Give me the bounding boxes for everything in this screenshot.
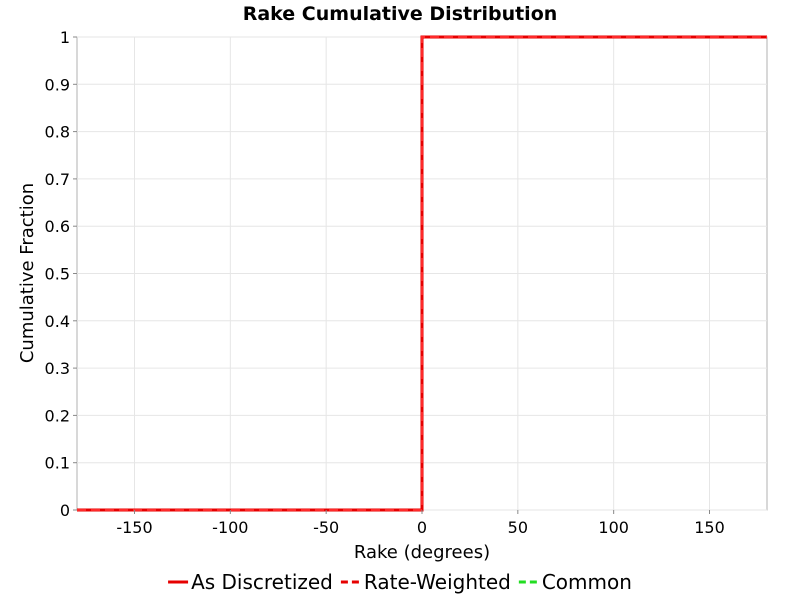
y-tick-labels: 0 0.1 0.2 0.3 0.4 0.5 0.6 0.7 0.8 0.9 1 bbox=[45, 28, 77, 520]
y-tick-label: 0.4 bbox=[45, 312, 70, 331]
x-tick-labels: -150 -100 -50 0 50 100 150 bbox=[116, 510, 725, 537]
x-tick-label: 150 bbox=[694, 518, 725, 537]
x-tick-label: 0 bbox=[417, 518, 427, 537]
y-tick-label: 0.6 bbox=[45, 217, 70, 236]
x-axis-label: Rake (degrees) bbox=[354, 542, 490, 563]
legend-label: As Discretized bbox=[191, 570, 333, 594]
y-tick-label: 0 bbox=[60, 501, 70, 520]
y-tick-label: 0.1 bbox=[45, 454, 70, 473]
y-tick-label: 0.3 bbox=[45, 359, 70, 378]
legend-label: Rate-Weighted bbox=[364, 570, 511, 594]
chart-title: Rake Cumulative Distribution bbox=[243, 3, 558, 25]
x-tick-label: -50 bbox=[313, 518, 339, 537]
x-tick-label: -100 bbox=[212, 518, 248, 537]
y-tick-label: 0.5 bbox=[45, 265, 70, 284]
series-line-1 bbox=[77, 36, 767, 511]
y-tick-label: 0.9 bbox=[45, 75, 70, 94]
y-tick-label: 1 bbox=[60, 28, 70, 47]
y-axis-label: Cumulative Fraction bbox=[17, 183, 38, 363]
x-tick-label: 100 bbox=[598, 518, 629, 537]
legend: As Discretized Rate-Weighted Common bbox=[168, 570, 632, 594]
series-lines bbox=[77, 35, 767, 512]
x-tick-label: 50 bbox=[508, 518, 528, 537]
y-tick-label: 0.2 bbox=[45, 406, 70, 425]
y-tick-label: 0.8 bbox=[45, 123, 70, 142]
x-tick-label: -150 bbox=[116, 518, 152, 537]
legend-label: Common bbox=[542, 570, 632, 594]
y-tick-label: 0.7 bbox=[45, 170, 70, 189]
